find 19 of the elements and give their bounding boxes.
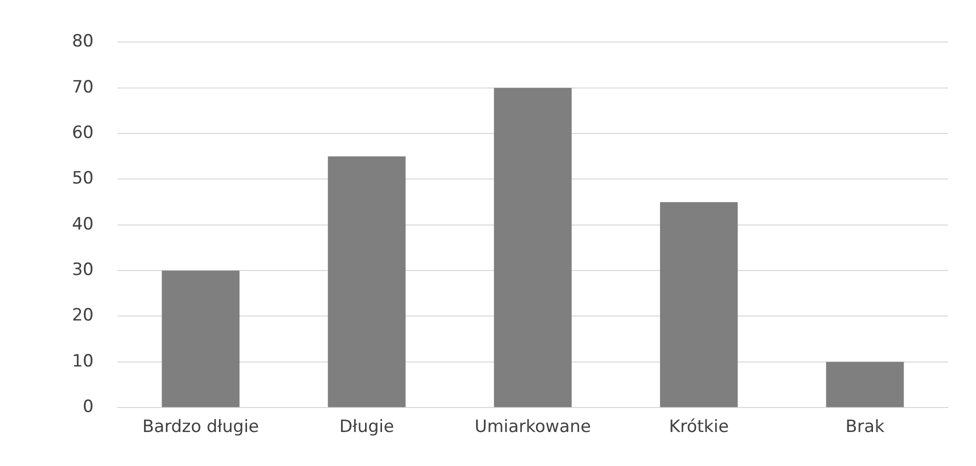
y-tick-label: 0 bbox=[82, 397, 94, 418]
bar bbox=[328, 156, 406, 408]
x-tick-label: Brak bbox=[846, 417, 885, 438]
x-tick-label: Umiarkowane bbox=[474, 417, 591, 438]
y-tick-label: 20 bbox=[72, 306, 94, 326]
y-tick-label: 80 bbox=[72, 32, 94, 52]
bar bbox=[660, 202, 738, 408]
bar bbox=[162, 270, 240, 408]
y-tick-label: 50 bbox=[72, 168, 94, 189]
y-tick-label: 30 bbox=[72, 260, 94, 280]
y-tick-label: 40 bbox=[72, 214, 94, 234]
bar bbox=[494, 88, 572, 408]
y-tick-label: 10 bbox=[72, 351, 94, 372]
x-tick-label: Bardzo długie bbox=[142, 417, 260, 438]
bar bbox=[826, 362, 904, 408]
x-tick-label: Krótkie bbox=[668, 417, 729, 438]
y-tick-label: 70 bbox=[72, 77, 94, 98]
y-tick-label: 60 bbox=[72, 122, 94, 143]
x-tick-label: Długie bbox=[339, 417, 394, 438]
